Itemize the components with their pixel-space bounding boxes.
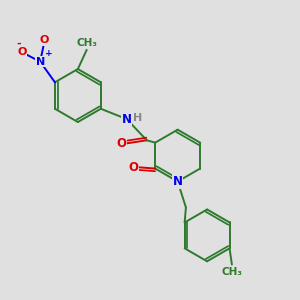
Text: O: O (17, 47, 27, 57)
Text: N: N (36, 57, 45, 67)
Text: -: - (16, 38, 21, 48)
Text: CH₃: CH₃ (76, 38, 97, 47)
Text: N: N (173, 175, 183, 188)
Text: H: H (133, 112, 142, 123)
Text: O: O (129, 160, 139, 174)
Text: N: N (122, 112, 132, 126)
Text: CH₃: CH₃ (221, 267, 242, 277)
Text: +: + (45, 50, 52, 58)
Text: O: O (116, 137, 126, 150)
Text: O: O (40, 35, 49, 46)
